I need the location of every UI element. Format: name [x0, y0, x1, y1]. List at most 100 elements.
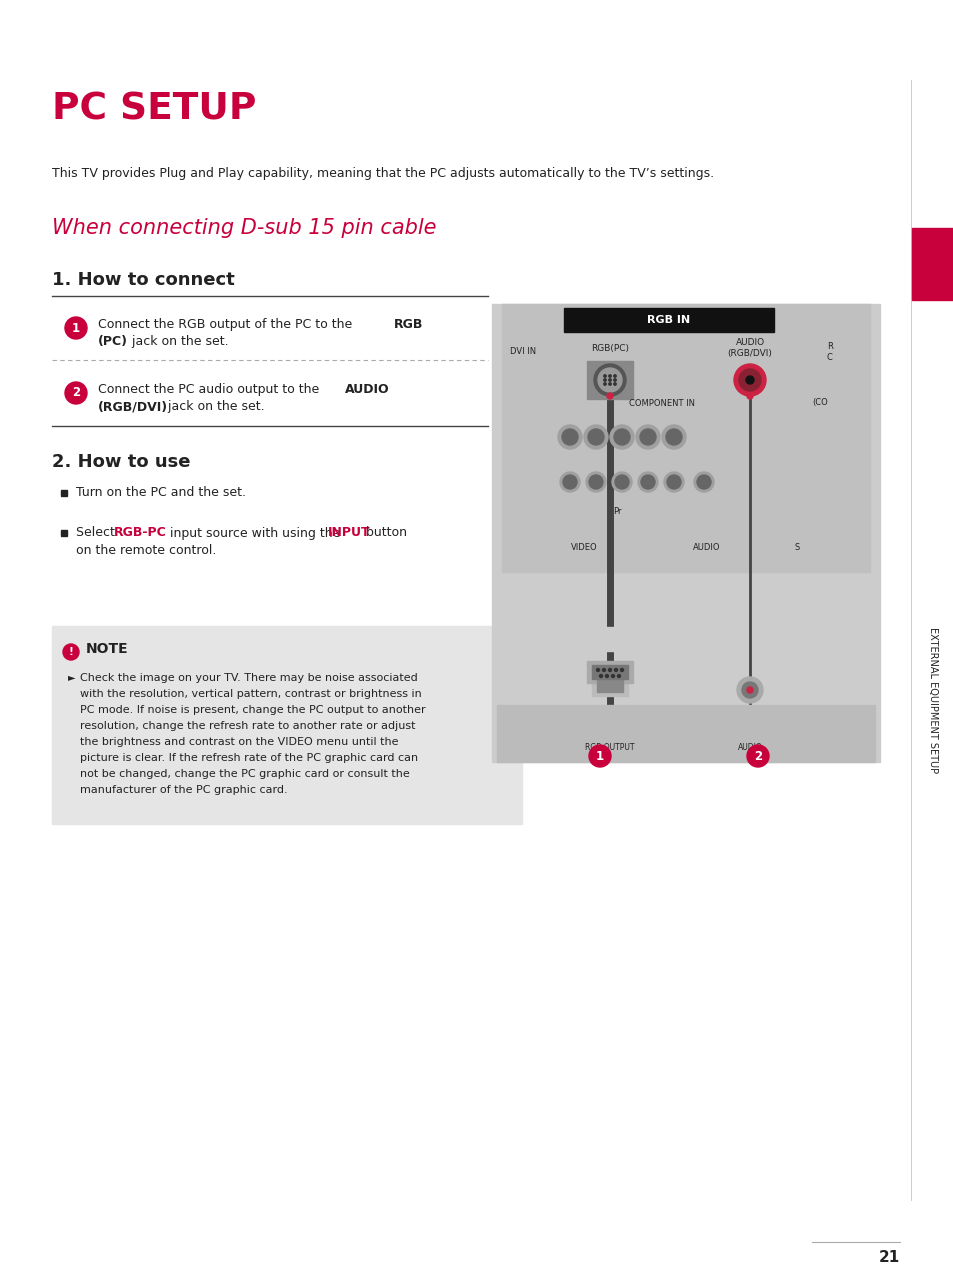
Text: Select: Select — [76, 527, 119, 539]
Circle shape — [619, 669, 623, 672]
Circle shape — [739, 369, 760, 391]
Text: jack on the set.: jack on the set. — [164, 399, 264, 413]
Bar — [501, 304, 869, 572]
Circle shape — [745, 377, 753, 384]
Text: RGB-PC: RGB-PC — [113, 527, 167, 539]
Circle shape — [559, 472, 579, 492]
Text: manufacturer of the PC graphic card.: manufacturer of the PC graphic card. — [80, 785, 287, 795]
Circle shape — [666, 474, 680, 488]
Text: NOTE: NOTE — [86, 642, 129, 656]
Circle shape — [65, 382, 87, 404]
Text: Connect the PC audio output to the: Connect the PC audio output to the — [98, 383, 327, 396]
Text: PC mode. If noise is present, change the PC output to another: PC mode. If noise is present, change the… — [80, 705, 425, 715]
Bar — [586, 361, 633, 399]
Bar — [497, 705, 874, 762]
Text: R
C: R C — [826, 342, 832, 361]
Circle shape — [588, 745, 610, 767]
Circle shape — [603, 383, 605, 385]
Text: EXTERNAL EQUIPMENT SETUP: EXTERNAL EQUIPMENT SETUP — [927, 627, 937, 773]
Text: When connecting D-sub 15 pin cable: When connecting D-sub 15 pin cable — [52, 218, 436, 238]
Circle shape — [665, 429, 681, 445]
Circle shape — [63, 644, 79, 660]
Circle shape — [693, 472, 713, 492]
Circle shape — [613, 375, 616, 378]
Circle shape — [583, 425, 607, 449]
Text: VIDEO: VIDEO — [570, 542, 597, 552]
Circle shape — [640, 474, 655, 488]
Text: (PC): (PC) — [98, 335, 128, 349]
Text: AUDIO: AUDIO — [737, 743, 761, 752]
Bar — [492, 304, 879, 762]
Text: 1: 1 — [596, 749, 603, 762]
Circle shape — [598, 674, 602, 678]
Text: AUDIO: AUDIO — [693, 542, 720, 552]
Circle shape — [639, 429, 656, 445]
Text: This TV provides Plug and Play capability, meaning that the PC adjusts automatic: This TV provides Plug and Play capabilit… — [52, 167, 714, 179]
Circle shape — [594, 364, 625, 396]
Circle shape — [603, 379, 605, 382]
Text: ►: ► — [68, 672, 75, 682]
Text: AUDIO: AUDIO — [345, 383, 389, 396]
Bar — [52, 626, 521, 824]
Circle shape — [741, 682, 758, 698]
Circle shape — [608, 375, 611, 378]
Circle shape — [562, 474, 577, 488]
Text: RGB(PC): RGB(PC) — [590, 345, 628, 354]
Circle shape — [608, 383, 611, 385]
Bar — [592, 665, 627, 679]
Circle shape — [737, 677, 762, 703]
Circle shape — [613, 383, 616, 385]
Text: 21: 21 — [878, 1250, 899, 1266]
Text: button: button — [361, 527, 407, 539]
Text: 2: 2 — [71, 387, 80, 399]
Text: Check the image on your TV. There may be noise associated: Check the image on your TV. There may be… — [80, 673, 417, 683]
Text: 2. How to use: 2. How to use — [52, 453, 191, 471]
Text: (RGB/DVI): (RGB/DVI) — [98, 399, 168, 413]
Text: on the remote control.: on the remote control. — [76, 543, 216, 557]
Bar — [600, 627, 618, 651]
Bar — [597, 675, 622, 692]
Text: 2: 2 — [753, 749, 761, 762]
Circle shape — [598, 368, 621, 392]
Text: with the resolution, vertical pattern, contrast or brightness in: with the resolution, vertical pattern, c… — [80, 689, 421, 700]
Text: 1: 1 — [71, 322, 80, 335]
Circle shape — [697, 474, 710, 488]
Circle shape — [615, 474, 628, 488]
Text: RGB IN: RGB IN — [647, 315, 690, 326]
Circle shape — [638, 472, 658, 492]
Text: (CO: (CO — [811, 398, 827, 407]
Text: 1. How to connect: 1. How to connect — [52, 271, 234, 289]
Circle shape — [65, 317, 87, 340]
Text: not be changed, change the PC graphic card or consult the: not be changed, change the PC graphic ca… — [80, 770, 410, 778]
Text: !: ! — [69, 647, 73, 658]
Text: Connect the RGB output of the PC to the: Connect the RGB output of the PC to the — [98, 318, 355, 331]
Circle shape — [602, 669, 605, 672]
Circle shape — [611, 674, 614, 678]
Text: Turn on the PC and the set.: Turn on the PC and the set. — [76, 486, 246, 500]
Bar — [61, 490, 67, 496]
Circle shape — [608, 669, 611, 672]
Text: COMPONENT IN: COMPONENT IN — [628, 398, 695, 407]
Text: resolution, change the refresh rate to another rate or adjust: resolution, change the refresh rate to a… — [80, 721, 416, 731]
Circle shape — [606, 393, 613, 399]
Bar — [911, 228, 953, 300]
Text: jack on the set.: jack on the set. — [128, 335, 229, 349]
Bar — [501, 304, 869, 572]
Text: PC SETUP: PC SETUP — [52, 92, 256, 128]
Text: AUDIO
(RGB/DVI): AUDIO (RGB/DVI) — [727, 338, 772, 357]
Circle shape — [613, 379, 616, 382]
Circle shape — [636, 425, 659, 449]
Circle shape — [596, 669, 598, 672]
Bar — [563, 308, 773, 332]
Text: input source with using the: input source with using the — [166, 527, 344, 539]
Circle shape — [746, 393, 752, 399]
Circle shape — [612, 472, 631, 492]
Text: RGB OUTPUT: RGB OUTPUT — [584, 743, 634, 752]
Circle shape — [561, 429, 578, 445]
Text: picture is clear. If the refresh rate of the PC graphic card can: picture is clear. If the refresh rate of… — [80, 753, 417, 763]
Circle shape — [585, 472, 605, 492]
Circle shape — [609, 425, 634, 449]
Circle shape — [605, 674, 608, 678]
Circle shape — [617, 674, 619, 678]
Bar — [497, 705, 874, 762]
